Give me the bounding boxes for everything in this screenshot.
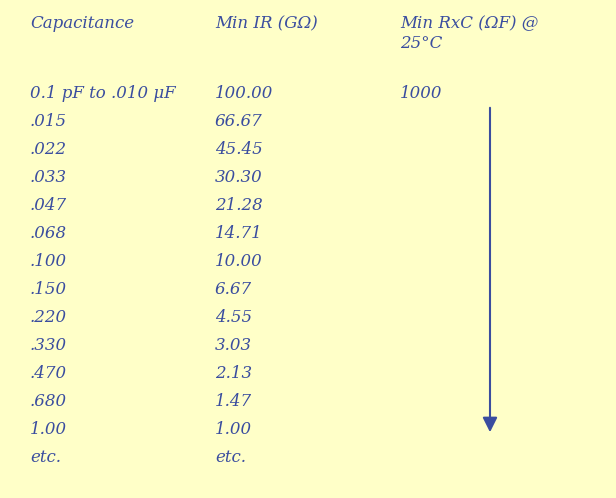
- Text: 1000: 1000: [400, 85, 442, 102]
- Text: .015: .015: [30, 113, 67, 130]
- Text: 45.45: 45.45: [215, 141, 263, 158]
- Text: 6.67: 6.67: [215, 281, 252, 298]
- Text: 10.00: 10.00: [215, 253, 263, 270]
- Text: etc.: etc.: [30, 449, 61, 466]
- Text: 3.03: 3.03: [215, 337, 252, 354]
- Text: 30.30: 30.30: [215, 169, 263, 186]
- Text: 66.67: 66.67: [215, 113, 263, 130]
- Text: Min RxC (ΩF) @
25°C: Min RxC (ΩF) @ 25°C: [400, 15, 538, 52]
- Text: .330: .330: [30, 337, 67, 354]
- Text: 0.1 pF to .010 μF: 0.1 pF to .010 μF: [30, 85, 176, 102]
- Text: .047: .047: [30, 197, 67, 214]
- Text: .220: .220: [30, 309, 67, 326]
- Text: 1.00: 1.00: [215, 421, 252, 438]
- Text: 14.71: 14.71: [215, 225, 263, 242]
- Text: .022: .022: [30, 141, 67, 158]
- Text: 2.13: 2.13: [215, 365, 252, 382]
- Text: etc.: etc.: [215, 449, 246, 466]
- Text: 1.47: 1.47: [215, 393, 252, 410]
- Text: .100: .100: [30, 253, 67, 270]
- Text: 4.55: 4.55: [215, 309, 252, 326]
- Text: .470: .470: [30, 365, 67, 382]
- Text: Capacitance: Capacitance: [30, 15, 134, 32]
- Text: 1.00: 1.00: [30, 421, 67, 438]
- Text: .150: .150: [30, 281, 67, 298]
- Text: Min IR (GΩ): Min IR (GΩ): [215, 15, 318, 32]
- Text: 21.28: 21.28: [215, 197, 263, 214]
- Text: .033: .033: [30, 169, 67, 186]
- Text: 100.00: 100.00: [215, 85, 274, 102]
- Text: .068: .068: [30, 225, 67, 242]
- Text: .680: .680: [30, 393, 67, 410]
